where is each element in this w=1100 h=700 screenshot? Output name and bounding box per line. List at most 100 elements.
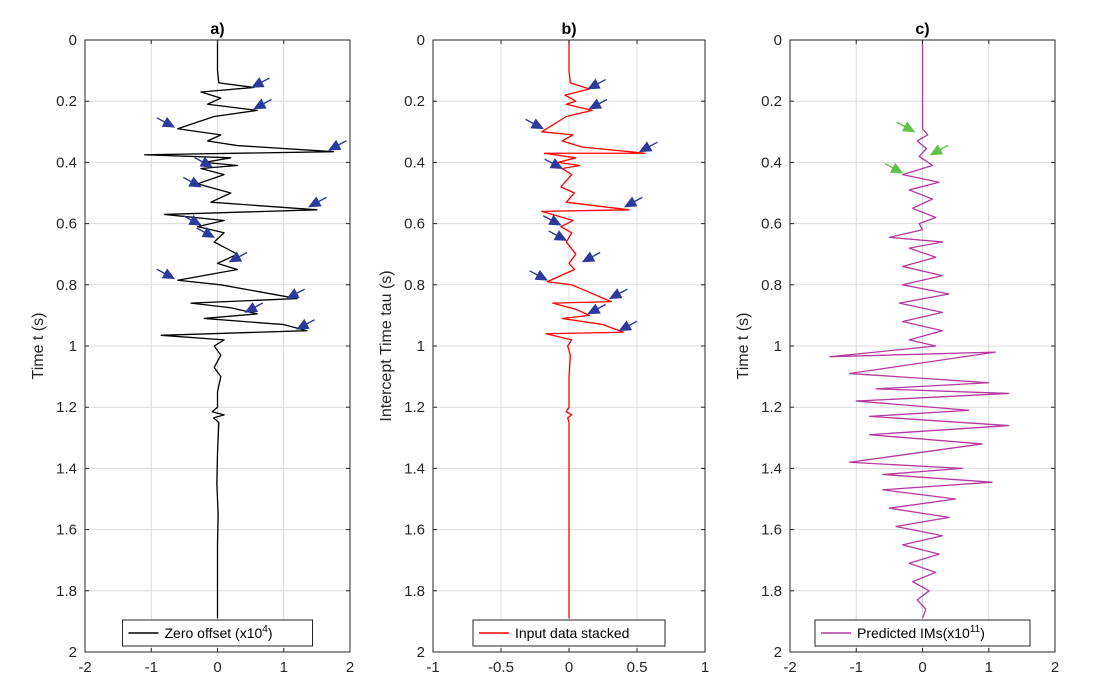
x-tick-label: 0.5 — [627, 659, 648, 676]
y-tick-label: 0 — [774, 32, 782, 49]
annotation-arrow — [244, 302, 264, 313]
annotation-arrow — [156, 116, 176, 128]
legend-label-superscript: 4 — [262, 624, 268, 635]
y-tick-label: 2 — [69, 644, 77, 661]
series-line — [829, 40, 1010, 619]
legend-label: Predicted IMs(x1011) — [857, 624, 985, 641]
y-tick-label: 2 — [774, 644, 782, 661]
y-tick-label: 0.2 — [404, 93, 425, 110]
x-tick-label: -1 — [426, 659, 439, 676]
y-axis-label: Intercept Time tau (s) — [378, 270, 395, 421]
legend-label-end: ) — [268, 625, 273, 641]
annotation-arrow — [581, 251, 601, 263]
legend-label: Input data stacked — [515, 625, 629, 641]
annotation-arrow — [525, 118, 545, 130]
x-tick-label: 1 — [985, 659, 993, 676]
y-tick-label: 0.6 — [56, 216, 77, 233]
legend: Input data stacked — [472, 619, 666, 647]
y-tick-label: 0.8 — [404, 277, 425, 294]
y-tick-label: 1 — [69, 338, 77, 355]
y-tick-label: 1.6 — [56, 522, 77, 539]
x-tick-label: -1 — [145, 659, 158, 676]
x-tick-label: 0 — [213, 659, 221, 676]
legend-label-main: Zero offset (x10 — [165, 625, 263, 641]
panel-b: -1 -0.5 0 0.5 1 0 0.2 0.4 0.6 0.8 1 1.2 1.4 1.6 1.8 2 b)… — [378, 21, 709, 676]
x-tick-label: 1 — [701, 659, 709, 676]
annotation-arrow — [308, 196, 327, 208]
x-tick-label: 2 — [1051, 659, 1059, 676]
legend-label-main: Predicted IMs(x10 — [857, 625, 970, 641]
annotation-arrow — [228, 251, 248, 263]
annotation-arrow — [638, 141, 658, 153]
y-tick-label: 1.2 — [761, 399, 782, 416]
y-tick-label: 1.6 — [404, 522, 425, 539]
y-tick-label: 1.8 — [761, 583, 782, 600]
legend: Predicted IMs(x1011) — [814, 619, 1031, 647]
annotation-arrow — [286, 288, 305, 300]
annotation-arrow — [194, 156, 214, 168]
annotation-arrow — [296, 318, 315, 330]
annotation-arrow — [618, 320, 638, 332]
annotation-arrow — [183, 214, 202, 226]
annotation-arrow — [251, 77, 270, 88]
y-tick-label: 1.8 — [404, 583, 425, 600]
y-axis-label: Time t (s) — [30, 313, 47, 380]
y-tick-label: 1.4 — [761, 460, 782, 477]
x-tick-label: 0 — [918, 659, 926, 676]
x-tick-label: 0 — [565, 659, 573, 676]
y-tick-label: 1 — [774, 338, 782, 355]
x-tick-label: 1 — [280, 659, 288, 676]
y-tick-label: 0.6 — [404, 216, 425, 233]
panel-title: c) — [915, 21, 929, 38]
annotation-arrow — [156, 268, 176, 280]
y-tick-label: 1.4 — [56, 460, 77, 477]
panel-a: -2 -1 0 1 2 0 0.2 0.4 0.6 0.8 1 1.2 1.4 1.6 1.8 2 a) Time… — [30, 21, 354, 676]
annotation-arrow — [929, 144, 949, 156]
annotation-arrow — [183, 176, 202, 188]
y-tick-label: 1.4 — [404, 460, 425, 477]
panel-c: -2 -1 0 1 2 0 0.2 0.4 0.6 0.8 1 1.2 1.4 1.6 1.8 2 c) Time… — [735, 21, 1059, 676]
y-tick-label: 1 — [417, 338, 425, 355]
panel-title: a) — [210, 21, 224, 38]
y-tick-label: 0 — [417, 32, 425, 49]
y-tick-label: 0 — [69, 32, 77, 49]
y-tick-label: 0.4 — [56, 154, 77, 171]
x-tick-label: -2 — [783, 659, 796, 676]
legend: Zero offset (x104) — [122, 619, 313, 647]
y-tick-label: 0.4 — [761, 154, 782, 171]
y-tick-label: 0.2 — [761, 93, 782, 110]
legend-box — [814, 619, 1031, 647]
panel-title: b) — [561, 21, 576, 38]
y-tick-label: 0.4 — [404, 154, 425, 171]
annotation-arrow — [608, 288, 628, 300]
annotation-arrow — [542, 214, 562, 226]
annotation-arrow — [587, 78, 606, 90]
annotation-arrow — [327, 139, 347, 151]
legend-label: Zero offset (x104) — [165, 624, 273, 641]
x-tick-label: -2 — [78, 659, 91, 676]
y-axis-label: Time t (s) — [735, 313, 752, 380]
y-tick-label: 0.6 — [761, 216, 782, 233]
x-tick-label: -0.5 — [488, 659, 514, 676]
annotation-arrow — [884, 162, 904, 174]
series-line — [541, 40, 646, 619]
x-tick-label: 2 — [346, 659, 354, 676]
legend-label-superscript: 11 — [970, 624, 981, 635]
annotation-arrow — [544, 158, 564, 169]
y-tick-label: 1.8 — [56, 583, 77, 600]
y-tick-label: 1.2 — [56, 399, 77, 416]
annotation-arrow — [623, 196, 643, 208]
annotation-arrow — [896, 121, 916, 133]
legend-label-end: ) — [980, 625, 985, 641]
annotation-arrow — [588, 98, 608, 110]
annotation-arrow — [253, 98, 272, 110]
annotation-arrow — [587, 303, 606, 315]
y-tick-label: 0.8 — [761, 277, 782, 294]
x-tick-label: -1 — [850, 659, 863, 676]
y-tick-label: 0.2 — [56, 93, 77, 110]
y-tick-label: 0.8 — [56, 277, 77, 294]
legend-label-main: Input data stacked — [515, 625, 629, 641]
y-tick-label: 1.2 — [404, 399, 425, 416]
y-tick-label: 2 — [417, 644, 425, 661]
